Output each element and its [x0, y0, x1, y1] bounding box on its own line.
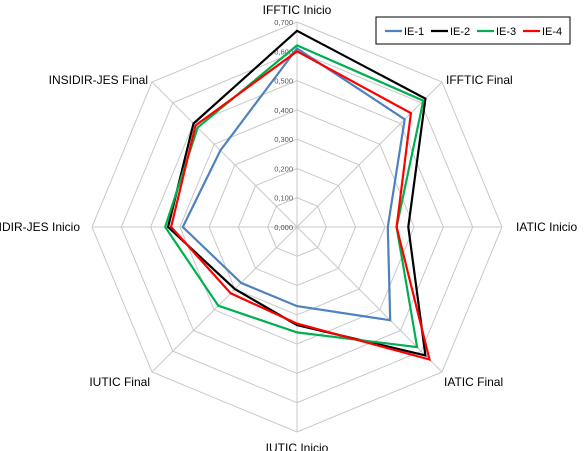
- legend-label: IE-4: [542, 26, 562, 38]
- tick-label: 0,100: [274, 194, 293, 203]
- tick-label: 0,600: [274, 47, 293, 56]
- axis-label: IUTIC Final: [89, 375, 150, 389]
- series-line-IE-2: [166, 29, 427, 357]
- tick-label: 0,300: [274, 135, 293, 144]
- tick-label: 0,000: [274, 223, 293, 232]
- axis-label: INSIDIR-JES Inicio: [0, 220, 80, 234]
- axis-label: INSIDIR-JES Final: [49, 73, 148, 87]
- series: [163, 29, 432, 362]
- grid-spoke: [296, 226, 443, 373]
- grid-spoke: [296, 81, 443, 228]
- axis-labels: IFFTIC Inicio IFFTIC Final IATIC Inicio IAT…: [0, 3, 577, 451]
- tick-label: 0,200: [274, 164, 293, 173]
- legend-label: IE-2: [450, 26, 470, 38]
- tick-label: 0,400: [274, 106, 293, 115]
- series-line-IE-4: [169, 50, 432, 362]
- legend: IE-1 IE-2 IE-3 IE-4: [375, 16, 571, 45]
- series-line-IE-3: [163, 44, 425, 349]
- grid-spoke: [151, 81, 298, 228]
- grid-spoke: [151, 226, 298, 373]
- tick-labels: 0,000 0,100 0,200 0,300 0,400 0,500 0,600 0,700: [274, 18, 293, 232]
- tick-label: 0,500: [274, 77, 293, 86]
- legend-label: IE-3: [496, 26, 516, 38]
- axis-label: IUTIC Inicio: [266, 441, 329, 451]
- series-line-IE-1: [181, 46, 406, 322]
- axis-label: IATIC Inicio: [516, 220, 577, 234]
- legend-label: IE-1: [404, 26, 424, 38]
- grid: [91, 21, 503, 433]
- tick-label: 0,700: [274, 18, 293, 27]
- axis-label: IATIC Final: [444, 375, 503, 389]
- axis-label: IFFTIC Final: [446, 73, 513, 87]
- axis-label: IFFTIC Inicio: [263, 3, 332, 17]
